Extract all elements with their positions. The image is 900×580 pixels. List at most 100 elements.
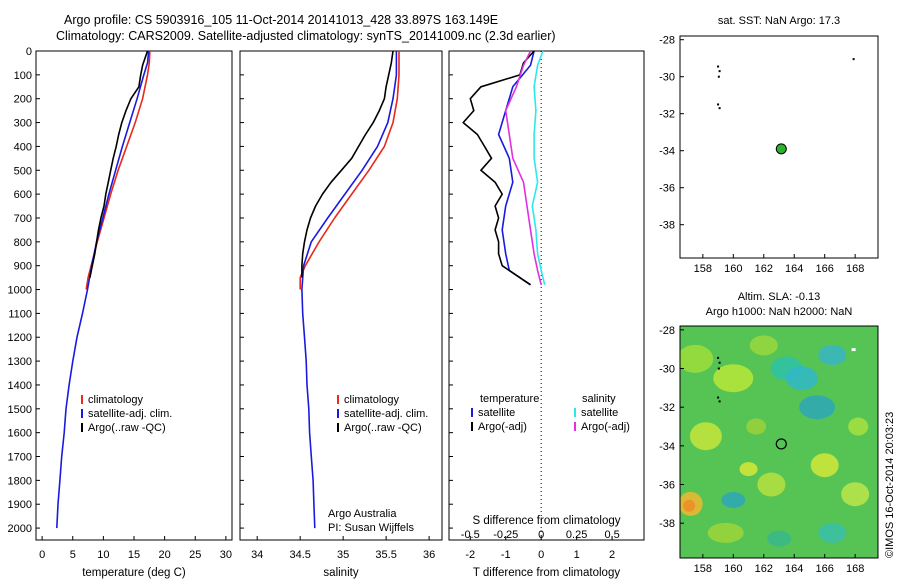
sst-map-title: sat. SST: NaN Argo: 17.3 [718,15,840,27]
sst-map-y-tick-label: -30 [659,72,675,84]
difference-s-tick-label: 0.25 [566,529,587,541]
sla-blob [841,482,870,507]
sla-blob [713,364,754,393]
sst-map-x-tick-label: 164 [785,263,803,275]
temperature-ytick-label: 1400 [8,380,32,392]
sst-map-x-tick-label: 166 [816,263,834,275]
sst-map-y-tick-label: -34 [659,146,675,158]
sst-map-y-tick-label: -32 [659,109,675,121]
temperature-ytick-label: 1300 [8,356,32,368]
sst-map-y-tick-label: -38 [659,220,675,232]
island-dot [717,396,720,399]
temperature-ytick-label: 300 [14,118,32,130]
difference-series-line [531,50,546,285]
sla-map-frame [679,325,879,559]
pi-annotation: PI: Susan Wijffels [328,522,414,534]
temperature-x-tick-label: 5 [70,549,76,561]
temperature-ytick-label: 1600 [8,428,32,440]
temperature-ytick-label: 2000 [8,523,32,535]
salinity-series-line [299,51,400,290]
difference-x-tick-label: 2 [609,549,615,561]
sla-blob [818,345,847,365]
sla-map-y-tick-label: -34 [659,441,675,453]
difference-panel-frame [448,50,645,541]
difference-xlabel: T difference from climatology [473,567,620,579]
difference-legend-label: satellite [478,407,515,419]
sst-map-x-tick-label: 168 [846,263,864,275]
difference-s-tick-label: -0.25 [493,529,518,541]
sla-heatmap [680,326,878,558]
salinity-x-tick-label: 35.5 [375,549,396,561]
sla-blob [721,492,746,508]
sla-blob [707,522,744,543]
temperature-ytick-label: 600 [14,189,32,201]
temperature-x-tick-label: 20 [159,549,171,561]
difference-x-tick-label: -2 [465,549,475,561]
sla-map-x-tick-label: 166 [816,563,834,575]
sla-blob [767,530,791,547]
island-dot [852,58,855,61]
island-dot [717,103,720,106]
title-line-1: Argo profile: CS 5903916_105 11-Oct-2014… [64,13,499,27]
sla-blob [746,418,767,435]
temperature-xlabel: temperature (deg C) [82,567,186,579]
salinity-x-tick-label: 35 [337,549,349,561]
sst-map-y-tick-label: -36 [659,183,675,195]
temperature-ytick-label: 800 [14,237,32,249]
sst-map-x-tick-label: 162 [755,263,773,275]
sst-map-x-tick-label: 158 [694,263,712,275]
salinity-legend-label: Argo(..raw -QC) [344,422,422,434]
salinity-legend-label: climatology [344,394,400,406]
sla-blob [739,462,758,477]
temperature-x-tick-label: 25 [189,549,201,561]
temperature-ytick-label: 0 [26,46,32,58]
temperature-legend-label: satellite-adj. clim. [88,408,172,420]
sla-blob [689,422,722,451]
salinity-x-tick-label: 34.5 [289,549,310,561]
temperature-ytick-label: 1800 [8,475,32,487]
temperature-ytick-label: 1700 [8,452,32,464]
temperature-ytick-label: 500 [14,165,32,177]
sla-blob [848,417,869,436]
temperature-x-tick-label: 15 [128,549,140,561]
sla-map-x-tick-label: 158 [694,563,712,575]
salinity-series-line [301,51,398,529]
temperature-ytick-label: 400 [14,141,32,153]
temperature-ytick-label: 900 [14,261,32,273]
island-dot [718,400,721,403]
temperature-series-line [89,50,149,278]
difference-x-tick-label: 1 [574,549,580,561]
difference-legend-label: Argo(-adj) [478,421,527,433]
island-dot [717,65,720,68]
sla-map-y-tick-label: -30 [659,364,675,376]
difference-legend-label: Argo(-adj) [581,421,630,433]
island-white [851,348,856,352]
difference-series-line [462,50,535,286]
difference-legend-label: satellite [581,407,618,419]
temperature-legend-label: Argo(..raw -QC) [88,422,166,434]
difference-series-line [497,50,535,286]
salinity-x-tick-label: 36 [423,549,435,561]
argo-location-marker [775,438,787,450]
temperature-ytick-label: 1100 [8,308,32,320]
sla-map-x-tick-label: 160 [724,563,742,575]
temperature-ytick-label: 1000 [8,285,32,297]
sla-blob [757,472,786,497]
sla-map-title-1: Altim. SLA: -0.13 [738,291,821,303]
sla-blob [799,395,836,420]
island-dot [717,75,720,78]
sla-map-x-tick-label: 164 [785,563,803,575]
temperature-ytick-label: 1200 [8,332,32,344]
sst-map-y-tick-label: -28 [659,35,675,47]
difference-x-tick-label: 0 [538,549,544,561]
salinity-legend-label: satellite-adj. clim. [344,408,428,420]
sla-map-y-tick-label: -38 [659,518,675,530]
temperature-x-tick-label: 0 [39,549,45,561]
sst-map-x-tick-label: 160 [724,263,742,275]
sla-blob [749,335,778,356]
sla-blob [785,366,818,391]
difference-series-line [504,50,542,285]
sst-map-frame [679,35,879,259]
temperature-x-tick-label: 30 [220,549,232,561]
legend-header-salinity: salinity [582,393,616,405]
